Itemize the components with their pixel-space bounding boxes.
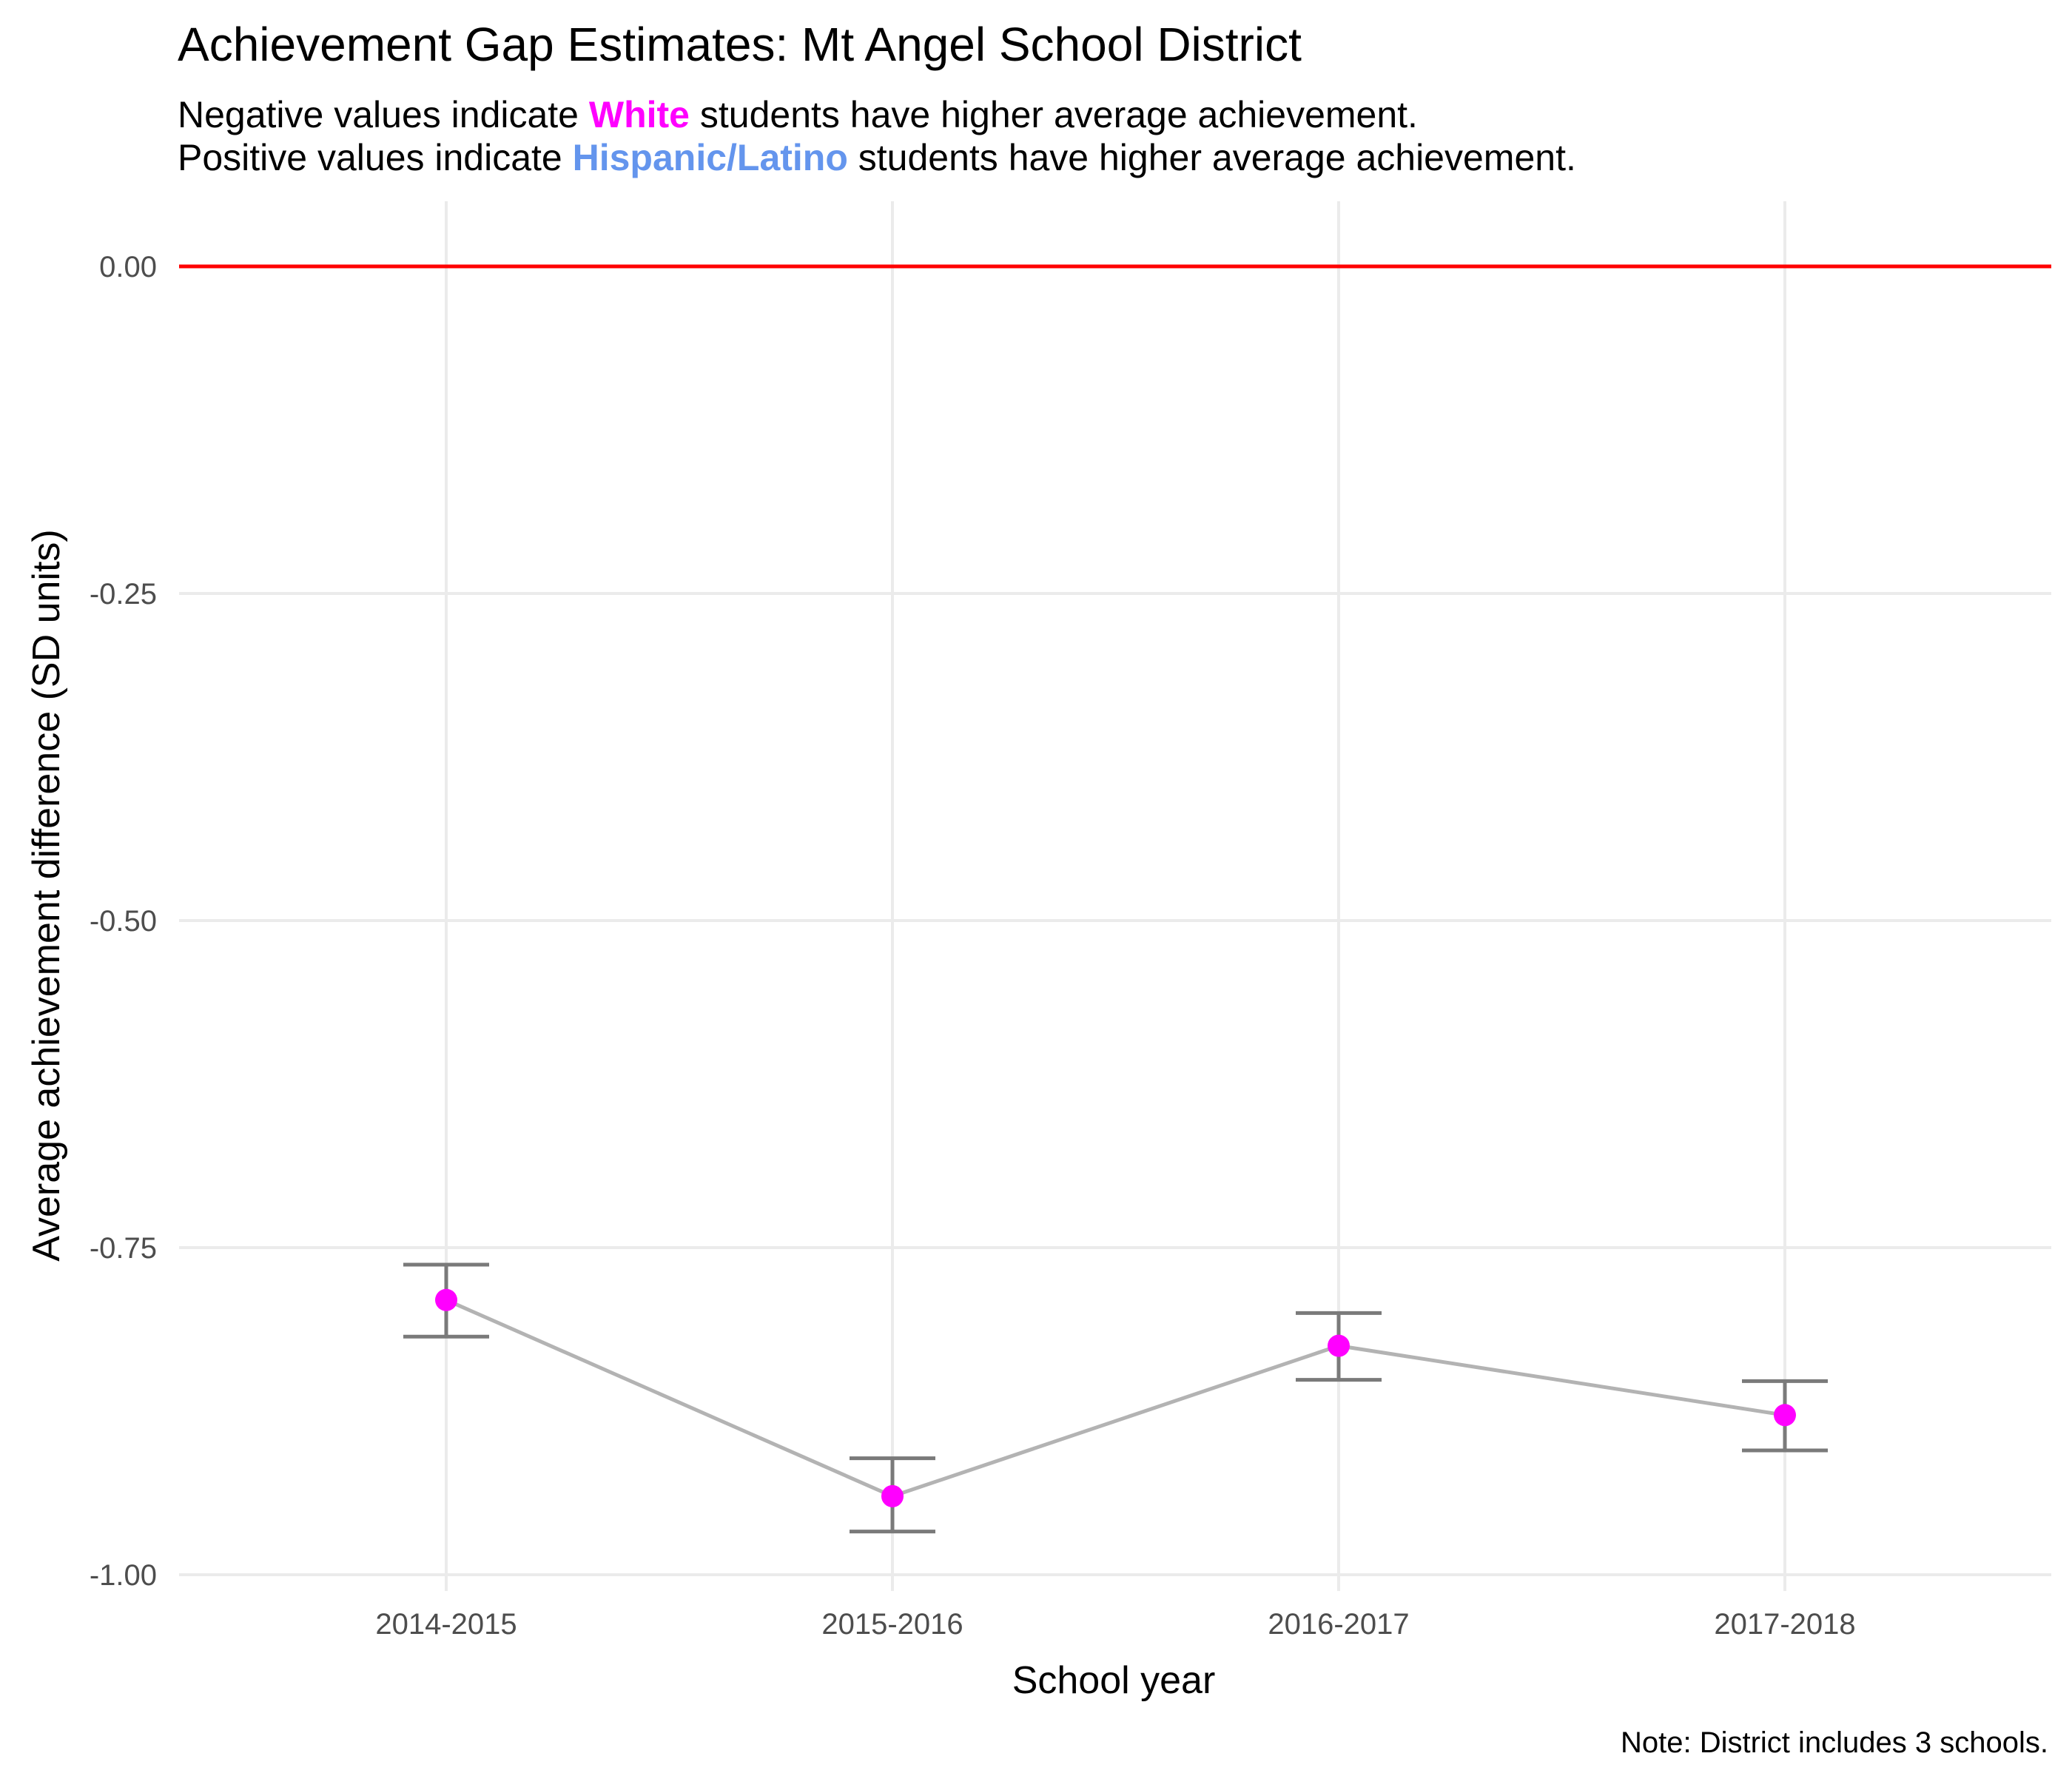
x-tick-label-0: 2014-2015	[375, 1608, 517, 1641]
series	[445, 1298, 1786, 1498]
y-tick-labels: 0.00 -0.25 -0.50 -0.75 -1.00	[90, 251, 157, 1592]
chart-title: Achievement Gap Estimates: Mt Angel Scho…	[178, 18, 1302, 71]
data-point-2017-2018	[1774, 1404, 1796, 1427]
data-point-2015-2016	[881, 1484, 904, 1507]
subtitle-line-2: Positive values indicate Hispanic/Latino…	[178, 137, 1576, 178]
subtitle-1-before: Negative values indicate	[178, 94, 589, 135]
error-bars	[403, 1262, 1828, 1534]
x-tick-label-2: 2016-2017	[1268, 1608, 1409, 1641]
y-axis-title: Average achievement difference (SD units…	[25, 529, 68, 1262]
x-tick-label-3: 2017-2018	[1714, 1608, 1855, 1641]
y-tick-label-2: -0.50	[90, 905, 157, 938]
series-line	[445, 1298, 1786, 1498]
data-point-2014-2015	[435, 1288, 457, 1311]
subtitle-1-after: students have higher average achievement…	[690, 94, 1418, 135]
x-axis-title: School year	[1012, 1659, 1216, 1702]
x-tick-label-1: 2015-2016	[821, 1608, 963, 1641]
x-tick-labels: 2014-2015 2015-2016 2016-2017 2017-2018	[375, 1608, 1855, 1641]
subtitle-1-highlight: White	[589, 94, 690, 135]
points	[435, 1288, 1796, 1507]
caption-note: Note: District includes 3 schools.	[1621, 1726, 2048, 1759]
y-tick-label-3: -0.75	[90, 1232, 157, 1265]
subtitle-2-after: students have higher average achievement…	[848, 137, 1576, 178]
grid	[179, 201, 2051, 1591]
y-tick-label-4: -1.00	[90, 1559, 157, 1592]
data-point-2016-2017	[1328, 1334, 1350, 1357]
subtitle-2-before: Positive values indicate	[178, 137, 573, 178]
subtitle-line-1: Negative values indicate White students …	[178, 94, 1418, 135]
y-tick-label-0: 0.00	[99, 251, 157, 283]
y-tick-label-1: -0.25	[90, 578, 157, 610]
subtitle-2-highlight: Hispanic/Latino	[573, 137, 848, 178]
